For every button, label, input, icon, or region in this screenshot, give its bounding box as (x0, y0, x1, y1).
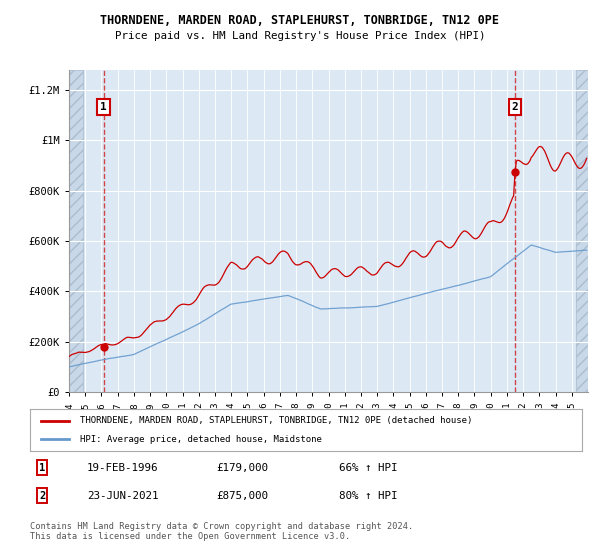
Text: Contains HM Land Registry data © Crown copyright and database right 2024.
This d: Contains HM Land Registry data © Crown c… (30, 522, 413, 542)
Text: 2: 2 (511, 102, 518, 112)
Text: £875,000: £875,000 (216, 491, 268, 501)
Text: 1: 1 (39, 463, 45, 473)
Text: 2: 2 (39, 491, 45, 501)
Text: £179,000: £179,000 (216, 463, 268, 473)
Bar (69, 70, 83, 392)
Text: Price paid vs. HM Land Registry's House Price Index (HPI): Price paid vs. HM Land Registry's House … (115, 31, 485, 41)
Bar (576, 70, 588, 392)
Text: 80% ↑ HPI: 80% ↑ HPI (339, 491, 397, 501)
Bar (576, 70, 588, 392)
Text: 66% ↑ HPI: 66% ↑ HPI (339, 463, 397, 473)
Text: THORNDENE, MARDEN ROAD, STAPLEHURST, TONBRIDGE, TN12 0PE (detached house): THORNDENE, MARDEN ROAD, STAPLEHURST, TON… (80, 416, 472, 425)
Text: THORNDENE, MARDEN ROAD, STAPLEHURST, TONBRIDGE, TN12 0PE: THORNDENE, MARDEN ROAD, STAPLEHURST, TON… (101, 14, 499, 27)
Bar (69, 70, 83, 392)
Text: 19-FEB-1996: 19-FEB-1996 (87, 463, 158, 473)
Text: HPI: Average price, detached house, Maidstone: HPI: Average price, detached house, Maid… (80, 435, 322, 444)
Text: 23-JUN-2021: 23-JUN-2021 (87, 491, 158, 501)
Text: 1: 1 (100, 102, 107, 112)
